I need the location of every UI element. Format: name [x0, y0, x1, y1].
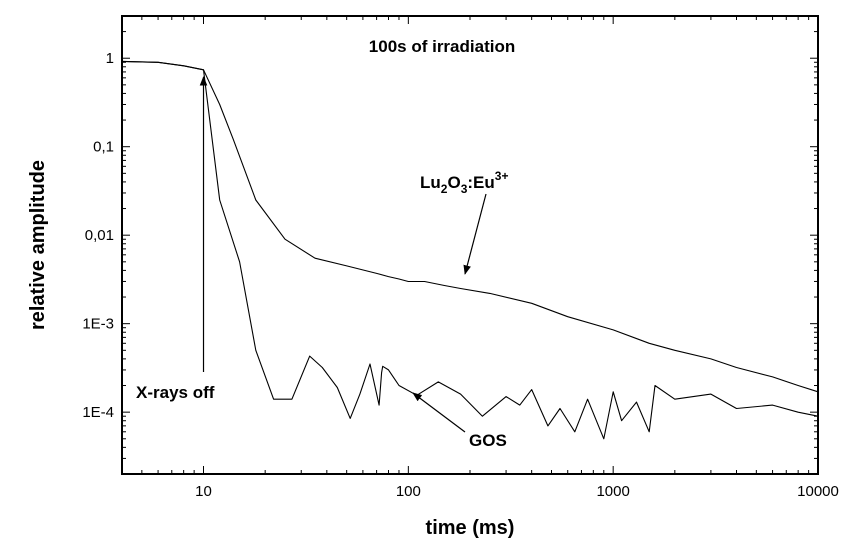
series-label-lu2o3-eu: Lu2O3:Eu3+: [420, 169, 508, 196]
plot-frame: [121, 15, 819, 475]
gos-arrow: [412, 392, 466, 433]
y-tick-label: 1E-3: [82, 316, 114, 333]
x-axis-title: time (ms): [426, 517, 515, 539]
x-tick-label: 100: [396, 483, 421, 500]
y-tick-label: 0,01: [85, 227, 114, 244]
y-tick-label: 0,1: [93, 139, 114, 156]
chart-title: 100s of irradiation: [369, 37, 515, 56]
x-tick-label: 10000: [797, 483, 839, 500]
series-line-0: [121, 60, 819, 393]
x-tick-label: 1000: [596, 483, 629, 500]
lu2o3-arrow: [463, 193, 487, 275]
annotation-x-rays-off: X-rays off: [136, 383, 215, 402]
y-tick-label: 1E-4: [82, 404, 114, 421]
plot-area: 10 100 1000 10000 1 0,1 0,01 1E-3 1E-4: [82, 15, 839, 500]
y-tick-label: 1: [106, 50, 114, 67]
series-line-1: [121, 60, 819, 440]
annotation-gos: GOS: [469, 431, 507, 450]
series-layer: [121, 60, 819, 440]
x-tick-label: 10: [195, 483, 212, 500]
y-axis-title: relative amplitude: [27, 160, 49, 330]
ticks-layer: 10 100 1000 10000 1 0,1 0,01 1E-3 1E-4: [82, 15, 839, 500]
